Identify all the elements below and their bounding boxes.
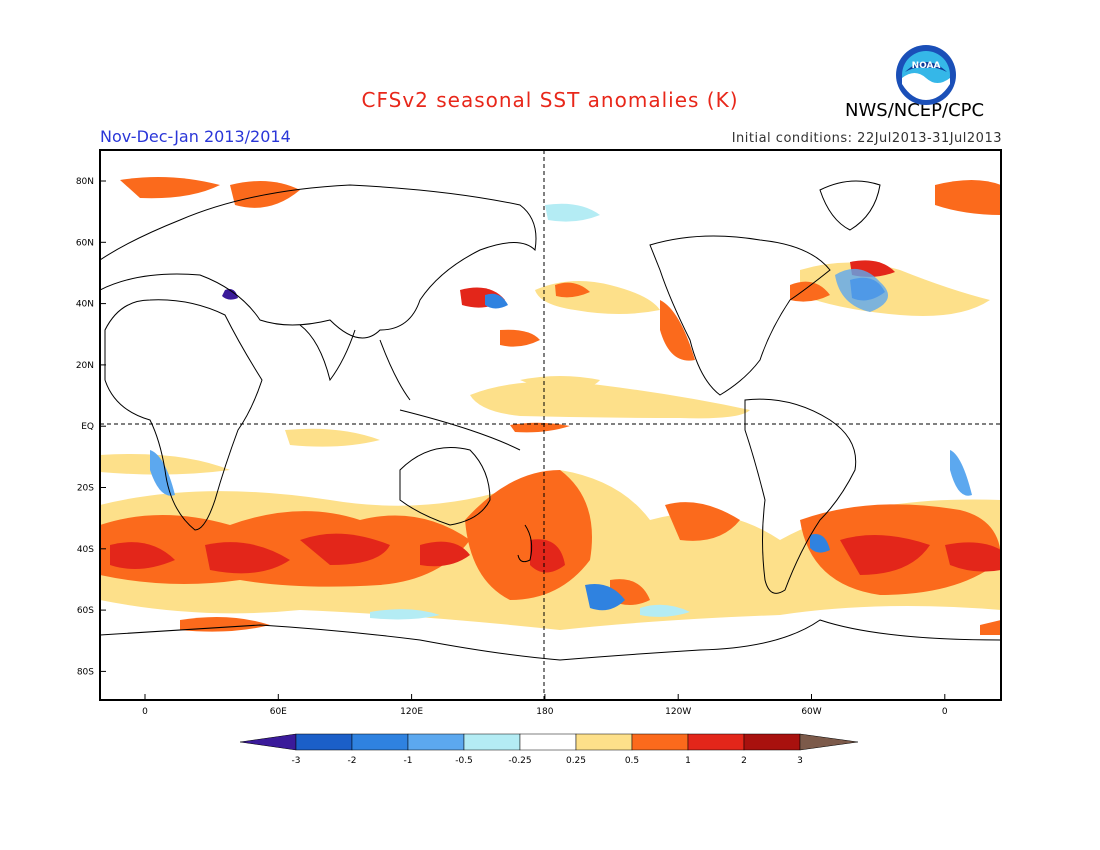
agency-label: NWS/NCEP/CPC [845,100,985,121]
legend-tick-label: 1 [685,756,691,766]
legend-tick-label: 2 [741,756,747,766]
legend-swatch [407,733,465,751]
chart-title: CFSv2 seasonal SST anomalies (K) [361,88,739,112]
lon-tick-label: 60E [270,707,287,717]
legend-tick-label: -3 [292,756,301,766]
logo-text: NOAA [912,61,941,71]
lat-tick-label: 40N [76,300,94,310]
legend-swatch [575,733,633,751]
legend-tick-label: -1 [404,756,413,766]
legend-swatch [351,733,409,751]
map-frame [99,149,1002,701]
lon-tick-label: 120E [400,707,423,717]
legend-tick-label: 0.25 [566,756,586,766]
lat-tick-label: 60N [76,238,94,248]
lat-tick-label: 20S [77,484,94,494]
lon-tick-label: 180 [536,707,553,717]
legend-swatch [295,733,353,751]
coastlines [100,180,1001,700]
lon-tick-label: 0 [142,707,148,717]
lon-tick-label: 0 [942,707,948,717]
legend-swatch [631,733,689,751]
legend-tick-label: -2 [348,756,357,766]
lat-tick-label: EQ [81,422,94,432]
color-legend: -3 -2 -1 -0.5 -0.25 0.25 0.5 1 2 3 [239,733,859,766]
anomaly-field [100,150,1001,700]
latitude-axis: 80N 60N 40N 20N EQ 20S 40S 60S 80S [76,177,106,677]
lat-tick-label: 80N [76,177,94,187]
lon-tick-label: 60W [801,707,821,717]
legend-tick-label: 3 [797,756,803,766]
legend-swatch [519,733,577,751]
longitude-axis: 0 60E 120E 180 120W 60W 0 [142,694,948,717]
legend-arrow-high [799,733,859,751]
lat-tick-label: 40S [77,545,94,555]
legend-arrow-low [239,733,297,751]
legend-tick-label: -0.5 [455,756,473,766]
lat-tick-label: 60S [77,606,94,616]
legend-tick-label: -0.25 [508,756,531,766]
initial-conditions-label: Initial conditions: 22Jul2013-31Jul2013 [731,131,1002,146]
legend-swatch [687,733,745,751]
lon-tick-label: 120W [665,707,691,717]
lat-tick-label: 80S [77,667,94,677]
lat-tick-label: 20N [76,361,94,371]
noaa-logo: NOAA [896,45,956,105]
legend-swatch [463,733,521,751]
legend-tick-label: 0.5 [625,756,639,766]
season-label: Nov-Dec-Jan 2013/2014 [100,127,291,146]
legend-swatch [743,733,801,751]
